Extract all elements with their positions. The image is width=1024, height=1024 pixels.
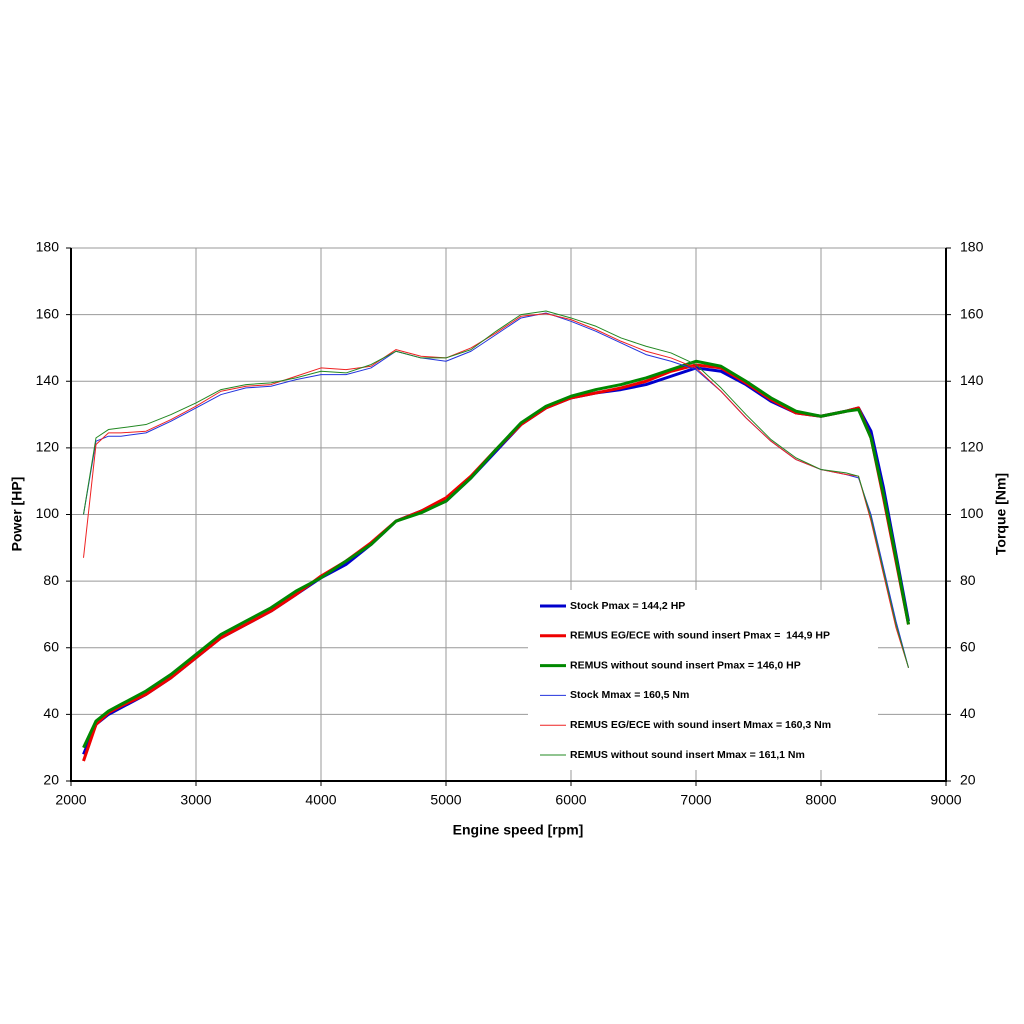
line	[83, 310, 909, 668]
x-tick-label: 7000	[680, 792, 711, 808]
y2-tick-label: 20	[960, 772, 976, 788]
y2-tick-label: 40	[960, 705, 976, 721]
y-tick-label: 60	[43, 638, 59, 654]
x-tick-label: 8000	[805, 792, 836, 808]
x-tick-label: 5000	[430, 792, 461, 808]
legend-box	[528, 590, 878, 770]
y-tick-label: 40	[43, 705, 59, 721]
x-tick-label: 6000	[555, 792, 586, 808]
y2-tick-label: 180	[960, 239, 984, 255]
y-tick-label: 140	[36, 372, 60, 388]
y2-tick-label: 60	[960, 638, 976, 654]
legend-label: REMUS without sound insert Pmax = 146,0 …	[570, 659, 801, 671]
y2-tick-label: 80	[960, 572, 976, 588]
x-tick-label: 3000	[180, 792, 211, 808]
y2-tick-label: 140	[960, 372, 984, 388]
legend-label: Stock Pmax = 144,2 HP	[570, 600, 685, 612]
y-tick-label: 20	[43, 772, 59, 788]
legend-label: REMUS EG/ECE with sound insert Mmax = 16…	[570, 719, 831, 731]
y2-tick-label: 120	[960, 439, 984, 455]
y2-tick-label: 100	[960, 505, 984, 521]
y-tick-label: 160	[36, 305, 60, 321]
y-tick-label: 180	[36, 239, 60, 255]
y-axis-label: Power [HP]	[9, 477, 25, 552]
legend-label: Stock Mmax = 160,5 Nm	[570, 689, 689, 701]
y2-axis-label: Torque [Nm]	[993, 473, 1009, 555]
x-axis-label: Engine speed [rpm]	[453, 822, 584, 838]
y-tick-label: 80	[43, 572, 59, 588]
y2-tick-label: 160	[960, 305, 984, 321]
legend-label: REMUS EG/ECE with sound insert Pmax = 14…	[570, 630, 830, 642]
axis-frame	[70, 248, 947, 782]
line	[82, 359, 910, 749]
y-tick-label: 100	[36, 505, 60, 521]
x-tick-label: 2000	[55, 792, 86, 808]
legend-label: REMUS without sound insert Mmax = 161,1 …	[570, 749, 805, 761]
x-tick-label: 4000	[305, 792, 336, 808]
y-tick-label: 120	[36, 439, 60, 455]
x-tick-label: 9000	[930, 792, 961, 808]
